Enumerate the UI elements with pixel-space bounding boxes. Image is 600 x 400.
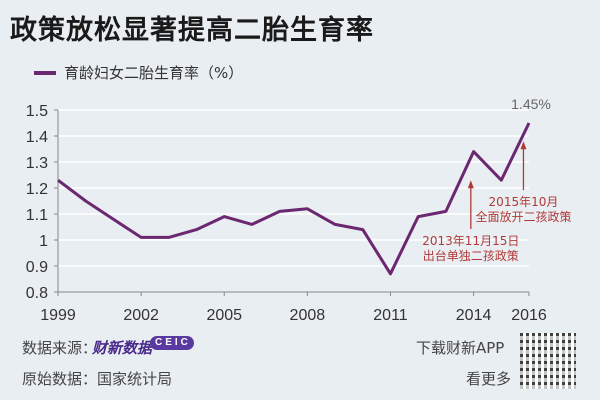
see-more-text: 看更多 xyxy=(466,370,512,388)
peak-label: 1.45% xyxy=(511,96,551,112)
y-tick-label: 1.3 xyxy=(26,155,48,172)
policy-2013-label: 出台单独二孩政策 xyxy=(423,248,519,263)
x-tick-label: 2011 xyxy=(373,307,408,324)
line-chart: 0.8 0.9 1 1.1 1.2 1.3 1.4 1.5 1999 2002 2005 2008 20… xyxy=(26,96,572,324)
policy-2015-arrowhead xyxy=(520,141,527,150)
x-tick-label: 2002 xyxy=(123,307,159,324)
y-tick-label: 0.8 xyxy=(26,285,48,302)
x-tick-label: 2008 xyxy=(290,307,326,324)
y-tick-label: 1.2 xyxy=(26,181,48,198)
legend-swatch xyxy=(34,70,56,75)
ceic-logo: CEIC xyxy=(150,336,194,350)
y-tick-label: 1.1 xyxy=(26,207,48,224)
legend-label: 育龄妇女二胎生育率（%） xyxy=(64,64,244,82)
policy-2015-label: 全面放开二孩政策 xyxy=(475,209,571,224)
x-tick-label: 2016 xyxy=(511,307,547,324)
y-tick-label: 0.9 xyxy=(26,259,48,276)
caixin-data-logo: 财新数据 xyxy=(92,339,153,357)
series-line xyxy=(57,122,531,276)
legend: 育龄妇女二胎生育率（%） xyxy=(34,62,243,83)
x-tick-label: 2005 xyxy=(206,307,242,324)
y-tick-label: 1.4 xyxy=(26,129,48,146)
y-tick-label: 1 xyxy=(39,233,48,250)
x-tick-label: 1999 xyxy=(40,307,76,324)
policy-2013-arrowhead xyxy=(467,180,474,189)
x-tick-label: 2014 xyxy=(456,307,492,324)
source-label: 数据来源： xyxy=(22,339,98,357)
qr-code[interactable] xyxy=(520,333,576,389)
origin-source: 原始数据：国家统计局 xyxy=(22,370,173,388)
download-app-text: 下载财新APP xyxy=(416,339,505,357)
policy-2013-label: 2013年11月15日 xyxy=(422,234,519,248)
y-tick-label: 1.5 xyxy=(26,103,48,120)
chart-title: 政策放松显著提高二胎生育率 xyxy=(10,15,374,46)
policy-2015-label: 2015年10月 xyxy=(489,195,559,209)
